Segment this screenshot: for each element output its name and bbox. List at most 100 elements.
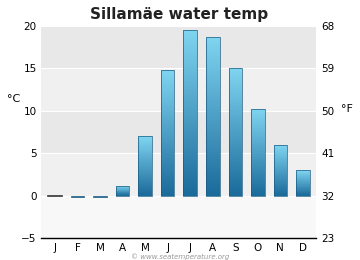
Bar (206, 191, 220, 192)
Bar (184, 139, 197, 140)
Bar (229, 173, 242, 174)
Bar (274, 189, 287, 190)
Bar (184, 184, 197, 185)
Bar (229, 176, 242, 177)
Bar (161, 110, 175, 111)
Bar (161, 175, 175, 176)
Bar (184, 135, 197, 136)
Bar (229, 156, 242, 157)
Bar (161, 119, 175, 120)
Bar (206, 190, 220, 191)
Bar (184, 37, 197, 38)
Bar (229, 190, 242, 191)
Bar (229, 114, 242, 115)
Bar (229, 186, 242, 187)
Bar (161, 170, 175, 171)
Bar (229, 158, 242, 159)
Bar (161, 173, 175, 174)
Bar (251, 120, 265, 121)
Bar (161, 118, 175, 119)
Bar (161, 176, 175, 177)
Bar (184, 58, 197, 59)
Bar (138, 154, 152, 155)
Bar (184, 105, 197, 106)
Bar (229, 76, 242, 77)
Bar (206, 73, 220, 74)
Bar (274, 161, 287, 162)
Bar (161, 168, 175, 169)
Bar (184, 101, 197, 102)
Bar (229, 181, 242, 182)
Bar (184, 41, 197, 42)
Bar (251, 181, 265, 182)
Bar (251, 125, 265, 126)
Bar (229, 95, 242, 96)
Bar (184, 173, 197, 174)
Bar (296, 189, 310, 190)
Bar (138, 178, 152, 179)
Bar (206, 119, 220, 120)
Bar (296, 178, 310, 179)
Bar (161, 100, 175, 101)
Bar (206, 58, 220, 59)
Bar (184, 110, 197, 111)
Bar (161, 117, 175, 118)
Bar (184, 108, 197, 109)
Bar (184, 186, 197, 187)
Bar (184, 115, 197, 116)
Bar (229, 99, 242, 100)
Bar (184, 102, 197, 103)
Bar (206, 134, 220, 135)
Bar (229, 195, 242, 196)
Bar (184, 104, 197, 105)
Bar (184, 96, 197, 97)
Bar (184, 153, 197, 154)
Bar (229, 151, 242, 152)
Bar (184, 180, 197, 181)
Bar (229, 163, 242, 164)
Bar (206, 65, 220, 66)
Bar (251, 115, 265, 116)
Bar (184, 92, 197, 93)
Bar (161, 183, 175, 184)
Bar (184, 66, 197, 67)
Bar (206, 155, 220, 156)
Bar (184, 145, 197, 146)
Bar (184, 154, 197, 155)
Bar (184, 133, 197, 134)
Bar (274, 187, 287, 188)
Bar (229, 168, 242, 169)
Bar (138, 158, 152, 159)
Bar (206, 168, 220, 169)
Bar (161, 192, 175, 193)
Bar (229, 125, 242, 126)
Bar (229, 183, 242, 184)
Bar (184, 158, 197, 159)
Bar (161, 121, 175, 122)
Bar (206, 82, 220, 83)
Bar (41, 68, 316, 111)
Bar (184, 118, 197, 119)
Bar (274, 150, 287, 151)
Bar (161, 123, 175, 124)
Bar (274, 166, 287, 167)
Bar (206, 62, 220, 63)
Bar (229, 79, 242, 80)
Bar (251, 172, 265, 173)
Bar (206, 110, 220, 111)
Bar (206, 175, 220, 176)
Bar (184, 194, 197, 195)
Bar (229, 143, 242, 144)
Bar (184, 94, 197, 95)
Bar (251, 184, 265, 185)
Bar (251, 113, 265, 114)
Bar (184, 148, 197, 149)
Bar (229, 187, 242, 188)
Bar (251, 126, 265, 127)
Bar (229, 184, 242, 185)
Bar (138, 141, 152, 142)
Bar (184, 151, 197, 152)
Bar (274, 184, 287, 185)
Bar (138, 194, 152, 195)
Bar (206, 136, 220, 137)
